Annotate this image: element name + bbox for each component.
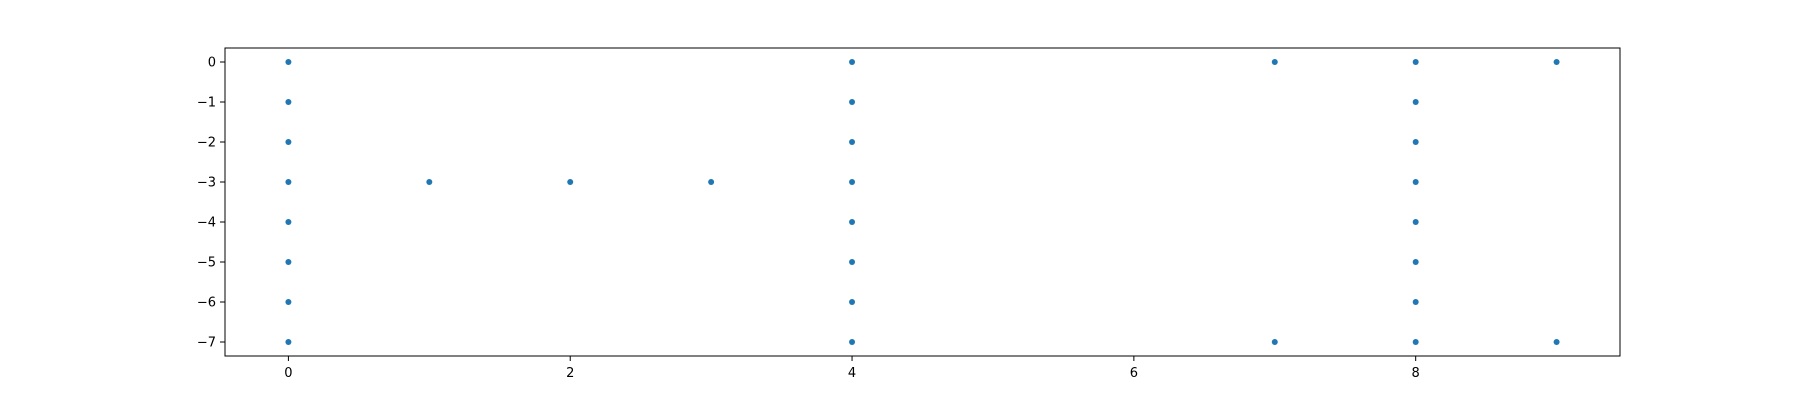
y-tick-label: 0 [208,56,216,71]
data-point [285,299,292,305]
data-point [849,179,856,185]
y-tick-label: −7 [197,336,216,351]
data-point [849,219,856,225]
data-point [1412,179,1419,185]
x-tick-label: 6 [1130,366,1138,381]
data-point [849,339,856,345]
data-point [849,99,856,105]
data-point [849,259,856,265]
data-point [1553,339,1560,345]
data-point [285,219,292,225]
data-point [285,179,292,185]
y-tick-label: −6 [197,296,216,311]
data-point [567,179,574,185]
data-point [285,339,292,345]
data-point [426,179,433,185]
data-point [1412,219,1419,225]
data-point [1412,299,1419,305]
data-point [708,179,715,185]
y-tick-label: −3 [197,176,216,191]
data-point [1271,59,1278,65]
data-point [1412,259,1419,265]
data-point [1412,99,1419,105]
x-axis: 0 2 4 6 8 [284,356,1420,381]
plot-frame [224,47,1621,357]
data-point [285,259,292,265]
y-tick-label: −4 [197,216,216,231]
data-point [285,59,292,65]
y-tick-label: −1 [197,96,216,111]
x-tick-label: 2 [566,366,574,381]
x-tick-label: 4 [848,366,856,381]
data-point [1412,339,1419,345]
data-point [849,299,856,305]
y-tick-label: −5 [197,256,216,271]
y-axis: 0 −1 −2 −3 −4 −5 −6 −7 [197,56,225,351]
data-point [849,59,856,65]
data-point [849,139,856,145]
data-points [285,59,1560,345]
x-tick-label: 8 [1412,366,1420,381]
data-point [1553,59,1560,65]
data-point [285,99,292,105]
data-point [1412,139,1419,145]
data-point [1412,59,1419,65]
data-point [285,139,292,145]
y-tick-label: −2 [197,136,216,151]
plot-area [225,48,1620,356]
x-tick-label: 0 [284,366,292,381]
data-point [1271,339,1278,345]
